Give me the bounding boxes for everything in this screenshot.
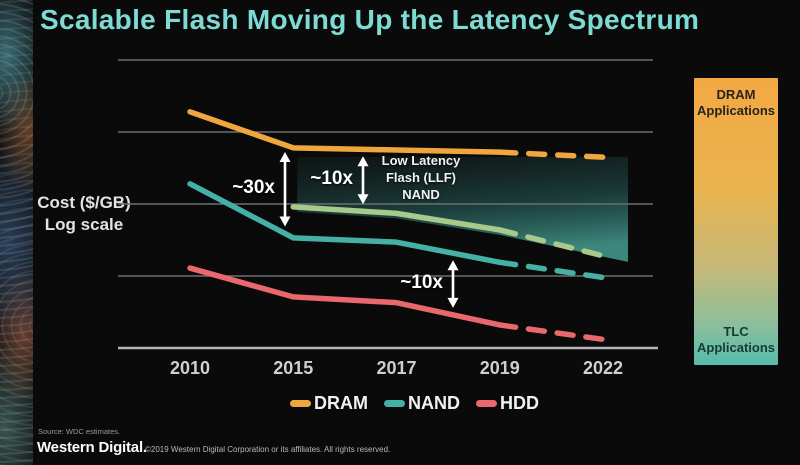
arrowhead-up-icon <box>447 260 459 271</box>
series-line-llf-nand-projection <box>497 227 606 259</box>
series-line-nand-projection <box>497 259 606 281</box>
legend-label: NAND <box>408 393 460 413</box>
x-axis-tick-label: 2015 <box>273 358 314 378</box>
ratio-annotation-label: ~10x <box>400 272 443 294</box>
x-axis-tick-label: 2017 <box>376 358 417 378</box>
series-line-hdd-projection <box>497 322 606 343</box>
legend-label: HDD <box>500 393 539 413</box>
source-note: Source: WDC estimates. <box>38 427 121 436</box>
llf-nand-series-label: Low Latency Flash (LLF) NAND <box>381 153 461 202</box>
legend-item-hdd: HDD <box>476 393 539 414</box>
x-axis-tick-label: 2022 <box>582 358 624 378</box>
legend-item-nand: NAND <box>384 393 460 414</box>
legend-swatch-icon <box>290 400 311 407</box>
series-line-dram <box>187 109 503 155</box>
y-axis-label: Cost ($/GB) Log scale <box>37 193 131 235</box>
x-axis-tick-label: 2010 <box>169 358 211 378</box>
arrowhead-down-icon <box>279 216 291 227</box>
tlc-applications-label: TLC Applications <box>696 323 775 355</box>
legend-label: DRAM <box>314 393 368 413</box>
ratio-annotation-label: ~30x <box>232 177 275 199</box>
copyright-text: ©2019 Western Digital Corporation or its… <box>145 445 391 454</box>
arrowhead-down-icon <box>447 297 459 308</box>
series-line-hdd <box>187 265 503 328</box>
ratio-annotation-label: ~10x <box>310 168 353 190</box>
arrowhead-up-icon <box>279 151 291 162</box>
western-digital-logo: Western Digital. <box>37 439 147 456</box>
chart-legend: DRAM NAND HDD <box>290 393 539 414</box>
legend-swatch-icon <box>476 400 497 407</box>
applications-gradient-bar: DRAM Applications TLC Applications <box>694 78 778 365</box>
x-axis-tick-label: 2019 <box>479 358 520 378</box>
dram-applications-label: DRAM Applications <box>696 87 775 119</box>
legend-swatch-icon <box>384 400 405 407</box>
series-line-dram-projection <box>497 149 606 160</box>
decorative-artwork <box>0 0 33 465</box>
series-line-llf-nand <box>290 204 503 233</box>
legend-item-dram: DRAM <box>290 393 368 414</box>
slide-title: Scalable Flash Moving Up the Latency Spe… <box>40 4 700 35</box>
